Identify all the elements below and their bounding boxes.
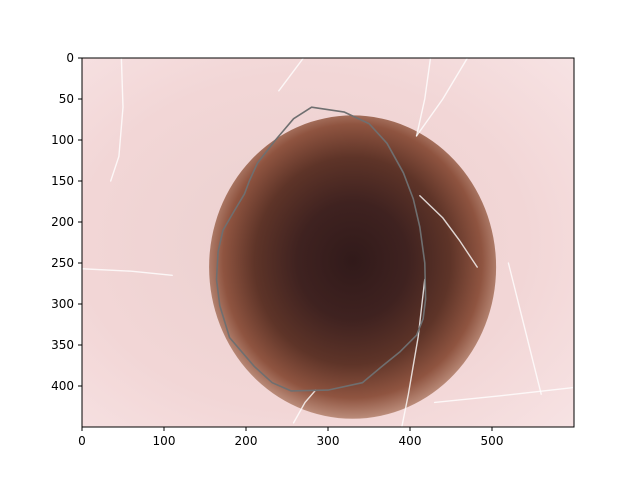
hair-strands xyxy=(82,58,574,427)
y-tick-label: 0 xyxy=(66,51,74,65)
y-tick-label: 200 xyxy=(51,215,74,229)
segmentation-contour xyxy=(215,106,427,392)
y-tick-label: 50 xyxy=(59,92,74,106)
hair-strand xyxy=(433,386,574,404)
dermoscopy-image xyxy=(82,58,574,427)
hair-strand xyxy=(82,268,173,276)
y-axis: 0 50 100 150 200 250 300 350 400 xyxy=(51,51,82,393)
hair-strand xyxy=(415,58,432,137)
y-tick-label: 250 xyxy=(51,256,74,270)
x-tick-label: 100 xyxy=(153,434,176,448)
hair-strand xyxy=(110,58,124,182)
hair-strand xyxy=(419,195,478,268)
hair-strand xyxy=(401,278,426,427)
x-tick-label: 0 xyxy=(78,434,86,448)
x-tick-label: 500 xyxy=(481,434,504,448)
x-axis: 0 100 200 300 400 500 xyxy=(78,427,503,448)
y-tick-label: 150 xyxy=(51,174,74,188)
hair-strand xyxy=(292,389,317,424)
x-tick-label: 400 xyxy=(399,434,422,448)
y-tick-label: 300 xyxy=(51,297,74,311)
y-tick-label: 100 xyxy=(51,133,74,147)
x-tick-label: 200 xyxy=(235,434,258,448)
lesion-body xyxy=(209,115,497,419)
x-tick-label: 300 xyxy=(317,434,340,448)
hair-strand xyxy=(278,58,305,92)
hair-strand xyxy=(507,262,542,395)
y-tick-label: 400 xyxy=(51,379,74,393)
hair-strand xyxy=(415,58,469,137)
y-tick-label: 350 xyxy=(51,338,74,352)
